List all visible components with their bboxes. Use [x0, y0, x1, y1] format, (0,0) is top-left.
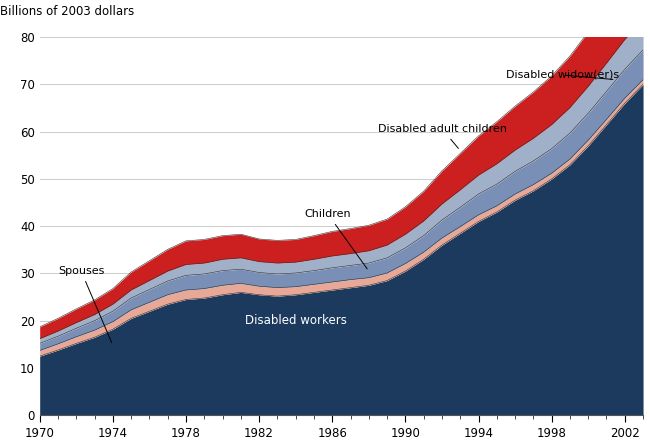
Text: Disabled adult children: Disabled adult children: [378, 124, 507, 148]
Text: Spouses: Spouses: [58, 266, 112, 343]
Text: Disabled workers: Disabled workers: [244, 314, 346, 327]
Text: Billions of 2003 dollars: Billions of 2003 dollars: [1, 5, 135, 18]
Text: Children: Children: [305, 209, 367, 269]
Text: Disabled widow(er)s: Disabled widow(er)s: [506, 70, 619, 80]
